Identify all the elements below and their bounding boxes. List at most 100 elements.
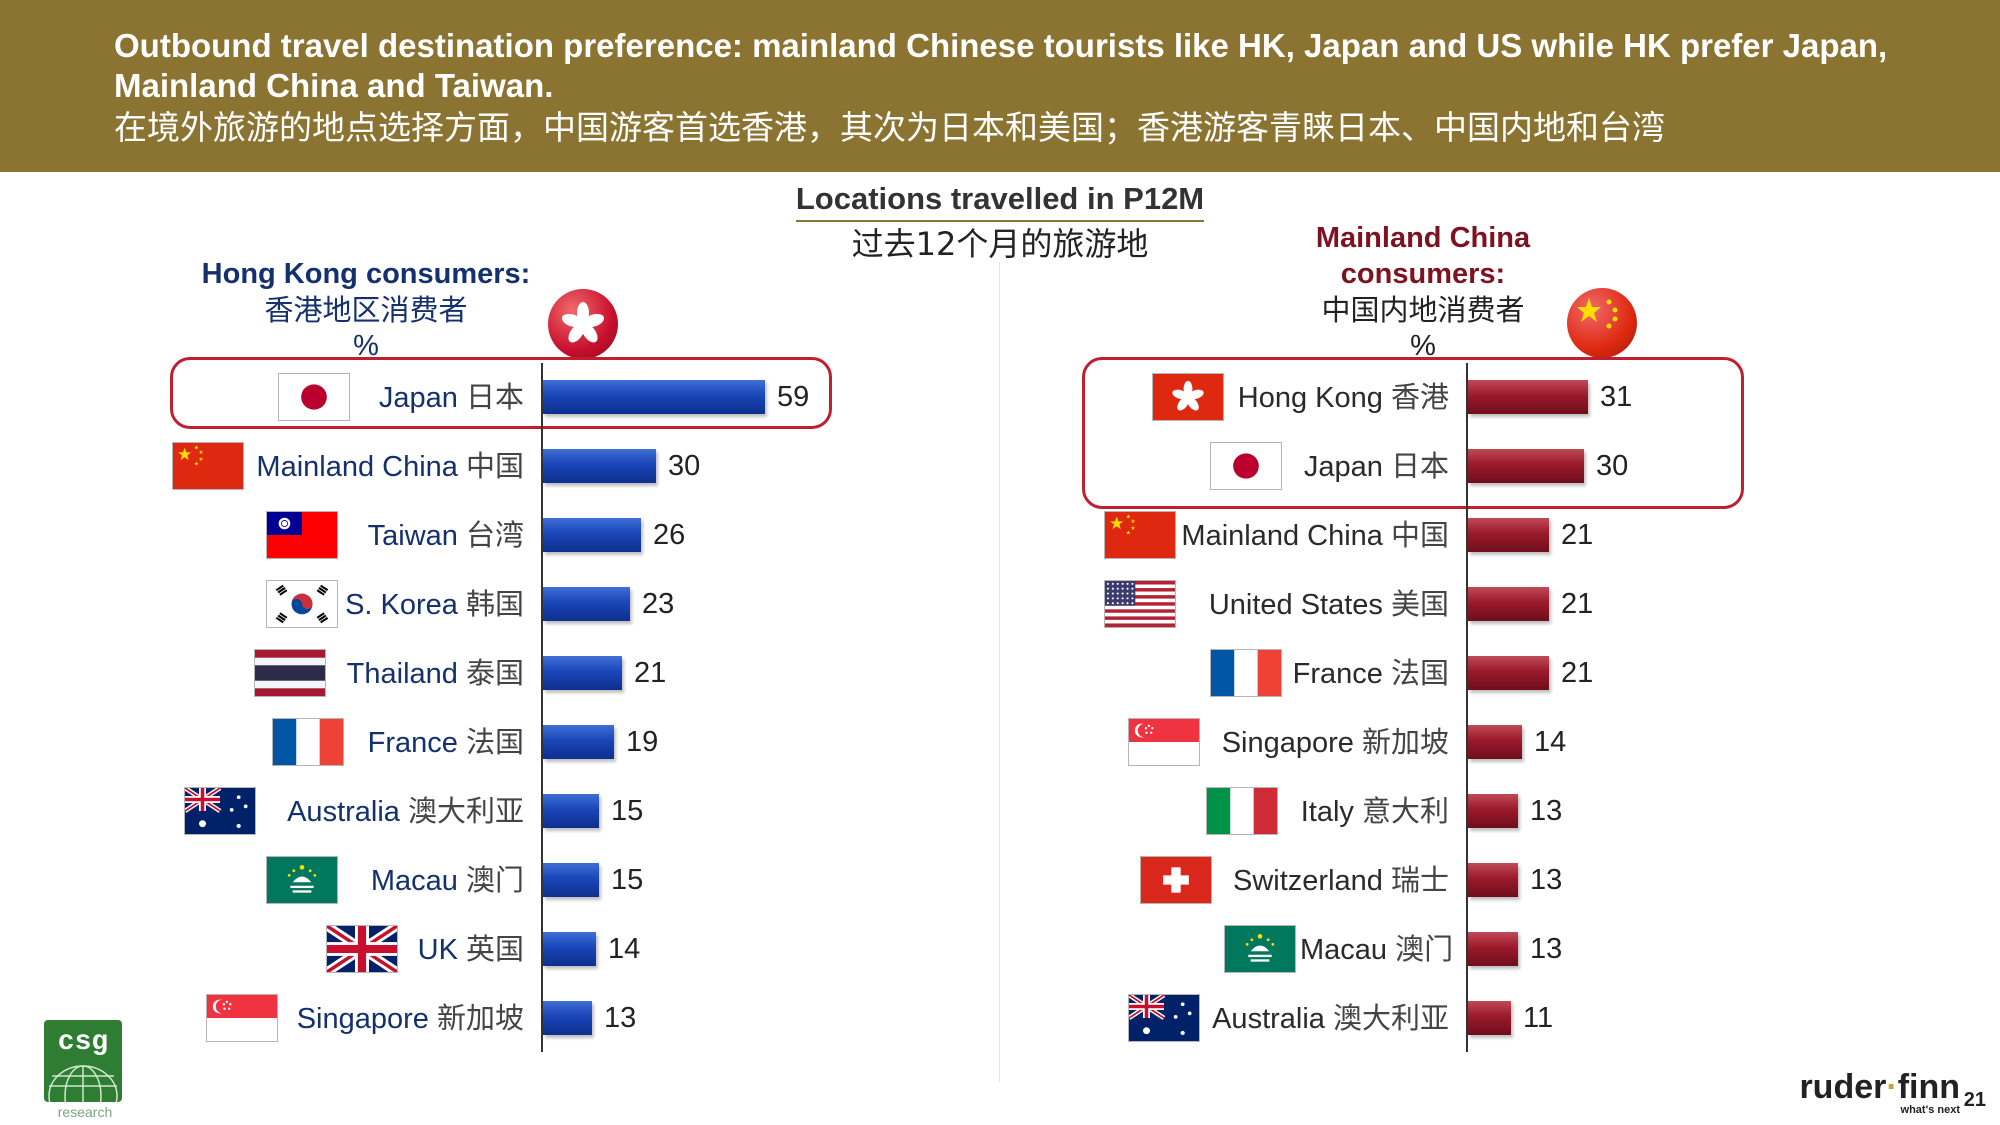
hk-category-label-zh: 法国 — [465, 725, 524, 759]
cn-bar — [1468, 518, 1549, 552]
hk-category-label-en: Japan — [378, 382, 458, 414]
header-banner: Outbound travel destination preference: … — [0, 0, 2000, 172]
hk-bar — [543, 656, 622, 690]
hk-bar — [543, 932, 596, 966]
hk-bar — [543, 587, 630, 621]
cn-category-label-en: United States — [1208, 589, 1383, 621]
hk-category-label-zh: 台湾 — [465, 518, 524, 552]
cn-category-label: Switzerland 瑞士 — [1216, 860, 1449, 900]
cn-category-label-zh: 中国 — [1390, 518, 1449, 552]
flag-sg-icon — [206, 994, 278, 1042]
hk-category-label-en: Mainland China — [256, 451, 458, 483]
cn-category-label-en: Macau — [1300, 934, 1388, 966]
hk-category-label-en: Australia — [287, 796, 400, 828]
hk-data-label: 15 — [611, 795, 644, 827]
cn-flag-emblem-icon — [1567, 288, 1637, 358]
cn-category-label: Hong Kong 香港 — [1228, 377, 1449, 417]
brand-dot: · — [1886, 1068, 1898, 1106]
hk-data-label: 14 — [608, 933, 641, 965]
hk-category-label: UK 英国 — [402, 929, 524, 969]
hk-bar — [543, 725, 614, 759]
cn-category-label-zh: 法国 — [1390, 656, 1449, 690]
hk-panel-title: Hong Kong consumers: 香港地区消费者 % — [182, 256, 550, 364]
flag-tw-icon — [266, 511, 338, 559]
cn-category-label-en: Australia — [1212, 1003, 1325, 1035]
cn-bar — [1468, 380, 1588, 414]
chart-heading-en: Locations travelled in P12M — [795, 180, 1205, 222]
cn-data-label: 13 — [1530, 933, 1563, 965]
cn-category-label-zh: 美国 — [1390, 587, 1449, 621]
hk-data-label: 15 — [611, 864, 644, 896]
hk-bar — [543, 449, 656, 483]
flag-kr-icon — [266, 580, 338, 628]
brand-part-a: ruder — [1799, 1068, 1887, 1106]
hk-flag-emblem-icon — [548, 289, 618, 359]
cn-category-label: Mainland China 中国 — [1180, 515, 1449, 555]
flag-uk-icon — [326, 925, 398, 973]
cn-bar — [1468, 725, 1522, 759]
flag-th-icon — [254, 649, 326, 697]
hk-category-label: Australia 澳大利亚 — [260, 791, 524, 831]
hk-bar — [543, 518, 641, 552]
hk-bar — [543, 1001, 592, 1035]
cn-category-label: France 法国 — [1286, 653, 1449, 693]
cn-data-label: 30 — [1596, 450, 1629, 482]
hk-highlight-box — [170, 357, 832, 429]
flag-au-icon — [184, 787, 256, 835]
flag-mo-icon — [1224, 925, 1296, 973]
cn-category-label: United States 美国 — [1180, 584, 1449, 624]
cn-category-label-zh: 意大利 — [1361, 794, 1449, 828]
flag-au-icon — [1128, 994, 1200, 1042]
hk-category-label-zh: 新加坡 — [436, 1001, 524, 1035]
chart-heading: Locations travelled in P12M 过去12个月的旅游地 — [760, 180, 1240, 264]
hk-category-label: Singapore 新加坡 — [282, 998, 524, 1038]
cn-data-label: 21 — [1561, 657, 1594, 689]
cn-panel-unit: % — [1410, 330, 1436, 362]
cn-category-label-zh: 澳大利亚 — [1332, 1001, 1449, 1035]
brand-part-b: finn — [1897, 1068, 1960, 1106]
hk-data-label: 23 — [642, 588, 675, 620]
hk-category-label-en: Macau — [370, 865, 458, 897]
hk-data-label: 19 — [626, 726, 659, 758]
ruder-finn-tagline: what's next — [1900, 1104, 1960, 1116]
cn-bar — [1468, 794, 1518, 828]
slide-title-zh: 在境外旅游的地点选择方面，中国游客首选香港，其次为日本和美国；香港游客青睐日本、… — [114, 108, 1665, 147]
cn-category-label: Italy 意大利 — [1282, 791, 1449, 831]
cn-category-label: Japan 日本 — [1286, 446, 1449, 486]
flag-jp-icon — [1210, 442, 1282, 490]
flag-us-icon — [1104, 580, 1176, 628]
flag-mo-icon — [266, 856, 338, 904]
hk-category-label-zh: 韩国 — [465, 587, 524, 621]
cn-category-label: Australia 澳大利亚 — [1204, 998, 1449, 1038]
flag-ch-icon — [1140, 856, 1212, 904]
cn-bar — [1468, 656, 1549, 690]
hk-category-label: S. Korea 韩国 — [342, 584, 524, 624]
hk-bar — [543, 794, 599, 828]
hk-category-label-zh: 澳大利亚 — [407, 794, 524, 828]
csg-logo-mark: csg — [44, 1020, 122, 1102]
cn-data-label: 14 — [1534, 726, 1567, 758]
hk-panel-title-en: Hong Kong consumers: — [201, 258, 531, 290]
cn-data-label: 11 — [1523, 1002, 1554, 1034]
cn-highlight-box — [1082, 357, 1744, 509]
cn-data-label: 13 — [1530, 795, 1563, 827]
hk-data-label: 21 — [634, 657, 667, 689]
flag-cn-icon — [1104, 511, 1176, 559]
cn-category-label-zh: 瑞士 — [1390, 863, 1449, 897]
hk-category-label-en: Thailand — [346, 658, 458, 690]
hk-data-label: 26 — [653, 519, 686, 551]
hk-category-label: Taiwan 台湾 — [342, 515, 524, 555]
cn-category-label-en: Singapore — [1221, 727, 1354, 759]
hk-panel-unit: % — [353, 330, 379, 362]
page-number: 21 — [1963, 1089, 1986, 1111]
cn-panel-title-en: Mainland China consumers: — [1315, 222, 1531, 290]
csg-research-logo: csg research — [44, 1020, 126, 1120]
cn-data-label: 31 — [1600, 381, 1633, 413]
hk-category-label-zh: 英国 — [465, 932, 524, 966]
flag-it-icon — [1206, 787, 1278, 835]
hk-data-label: 13 — [604, 1002, 637, 1034]
flag-cn-icon — [172, 442, 244, 490]
cn-bar — [1468, 587, 1549, 621]
cn-category-label-zh: 日本 — [1390, 449, 1449, 483]
cn-category-label-en: Italy — [1300, 796, 1354, 828]
